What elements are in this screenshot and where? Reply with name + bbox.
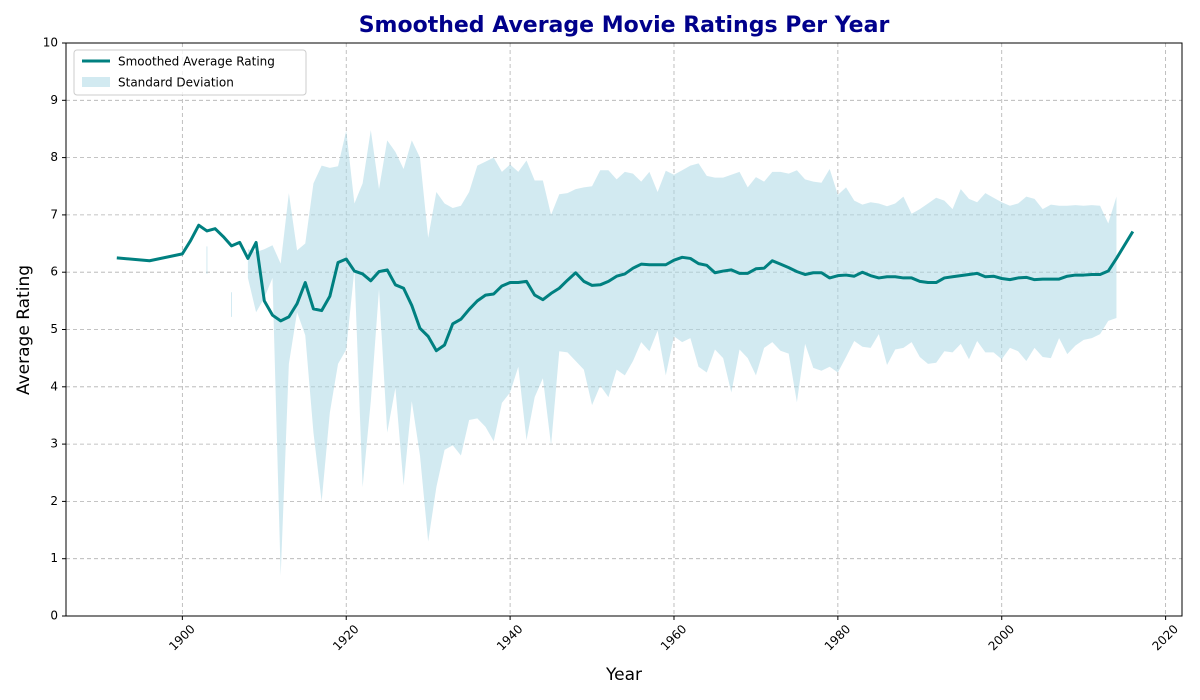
line [116,223,1135,353]
x-tick-label: 2020 [1150,622,1181,653]
y-tick-label: 5 [50,322,58,336]
y-tick-label: 0 [50,609,58,623]
y-tick-label: 4 [50,379,58,393]
y-tick-label: 7 [50,207,58,221]
y-tick-label: 2 [50,494,58,508]
x-tick-label: 2000 [986,622,1017,653]
x-tick-label: 1940 [494,622,525,653]
plot-frame [65,42,1183,617]
chart-title: Smoothed Average Movie Ratings Per Year [359,13,890,38]
y-tick-label: 3 [50,437,58,451]
y-tick-label: 8 [50,150,58,164]
legend-label: Standard Deviation [118,76,234,90]
x-tick-label: 1960 [658,622,689,653]
legend-box [73,49,307,96]
x-tick-label: 1920 [330,622,361,653]
y-tick-label: 9 [50,93,58,107]
y-axis-label: Average Rating [14,265,34,395]
x-tick-label: 1900 [166,622,197,653]
legend-label: Smoothed Average Rating [118,55,275,69]
std-band [247,130,1117,576]
y-tick-label: 1 [50,551,58,565]
x-tick-label: 1980 [822,622,853,653]
legend-patch [82,77,110,87]
y-tick-label: 6 [50,265,58,279]
y-tick-label: 10 [43,36,58,50]
x-axis-label: Year [605,665,642,685]
